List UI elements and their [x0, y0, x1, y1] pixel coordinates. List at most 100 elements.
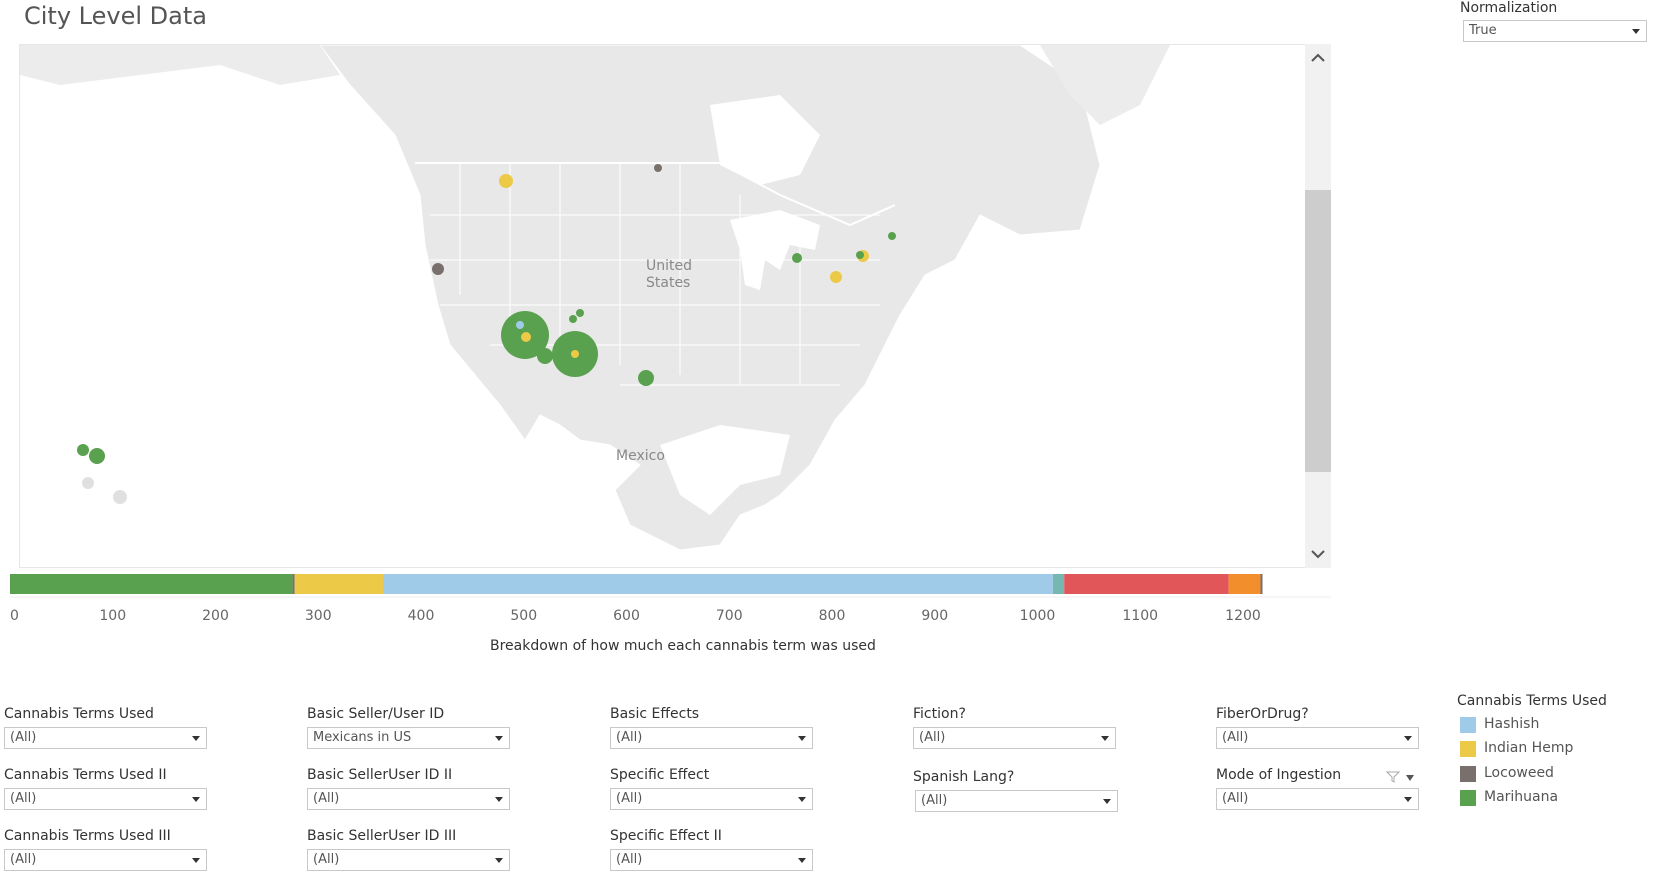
- chevron-down-icon: [798, 797, 806, 802]
- filter-value: (All): [616, 852, 643, 867]
- bar-segment[interactable]: [294, 574, 383, 594]
- filter-basic-effects[interactable]: (All): [610, 727, 813, 749]
- map-mark[interactable]: [569, 315, 577, 323]
- chevron-up-icon[interactable]: [1305, 48, 1331, 68]
- normalization-value: True: [1469, 23, 1497, 38]
- legend-label: Marihuana: [1484, 789, 1559, 805]
- filter-label-basic-selleruser-id-iii: Basic SellerUser ID III: [307, 828, 457, 844]
- legend-swatch: [1460, 741, 1476, 757]
- filter-label-basic-selleruser-id-ii: Basic SellerUser ID II: [307, 767, 453, 783]
- chevron-down-icon: [1632, 29, 1640, 34]
- filter-funnel-icon[interactable]: [1386, 771, 1400, 783]
- chevron-down-icon: [1103, 799, 1111, 804]
- filter-value: (All): [1222, 730, 1249, 745]
- filter-label-basic-effects: Basic Effects: [610, 706, 700, 722]
- bar-segment[interactable]: [1260, 574, 1263, 594]
- bar-segment[interactable]: [292, 574, 295, 594]
- legend-label: Hashish: [1484, 716, 1540, 732]
- map-mark[interactable]: [792, 253, 802, 263]
- great-lakes: [730, 210, 820, 290]
- filter-cannabis-terms-used[interactable]: (All): [4, 727, 207, 749]
- filter-specific-effect-ii[interactable]: (All): [610, 849, 813, 871]
- tick-label: 0: [10, 608, 19, 624]
- tick-label: 700: [716, 608, 743, 624]
- normalization-select[interactable]: True: [1463, 20, 1647, 42]
- filter-fiction[interactable]: (All): [913, 727, 1116, 749]
- map-scrollbar[interactable]: [1305, 44, 1331, 568]
- city-map[interactable]: United States Mexico: [19, 44, 1331, 568]
- chevron-down-icon[interactable]: [1305, 544, 1331, 564]
- legend-swatch: [1460, 766, 1476, 782]
- bar-segment[interactable]: [382, 574, 1053, 594]
- map-mark[interactable]: [521, 332, 531, 342]
- filter-fiber-or-drug[interactable]: (All): [1216, 727, 1419, 749]
- filter-label-basic-seller-user-id: Basic Seller/User ID: [307, 706, 445, 722]
- filter-label-specific-effect: Specific Effect: [610, 767, 710, 783]
- bar-segment[interactable]: [1052, 574, 1065, 594]
- filter-value: (All): [10, 730, 37, 745]
- alaska-landmass: [20, 45, 340, 85]
- stacked-bar-chart[interactable]: 0 100 200 300 400 500 600 700 800 900 1000 1100 1200: [0, 574, 1331, 636]
- greenland-landmass: [1040, 45, 1170, 125]
- map-marks[interactable]: [77, 164, 896, 464]
- filter-mode-of-ingestion[interactable]: (All): [1216, 788, 1419, 810]
- map-mark[interactable]: [516, 321, 524, 329]
- chevron-down-icon: [798, 736, 806, 741]
- map-mark[interactable]: [888, 232, 896, 240]
- tick-label: 500: [510, 608, 537, 624]
- map-mark[interactable]: [571, 350, 579, 358]
- filter-value: (All): [616, 730, 643, 745]
- gulf-of-mexico: [660, 425, 790, 515]
- filter-specific-effect[interactable]: (All): [610, 788, 813, 810]
- chevron-down-icon: [1101, 736, 1109, 741]
- legend-label: Indian Hemp: [1484, 740, 1574, 756]
- filter-value: (All): [1222, 791, 1249, 806]
- map-mark[interactable]: [77, 444, 89, 456]
- chevron-down-icon: [1404, 797, 1412, 802]
- axis-title: Breakdown of how much each cannabis term…: [490, 638, 876, 654]
- map-mark[interactable]: [638, 370, 654, 386]
- map-mark[interactable]: [537, 348, 553, 364]
- map-mark[interactable]: [830, 271, 842, 283]
- normalization-label: Normalization: [1460, 0, 1558, 16]
- chevron-down-icon: [192, 797, 200, 802]
- filter-basic-selleruser-id-iii[interactable]: (All): [307, 849, 510, 871]
- scrollbar-thumb[interactable]: [1305, 190, 1331, 472]
- bar-segment[interactable]: [1228, 574, 1261, 594]
- filter-value: (All): [313, 852, 340, 867]
- filter-spanish-lang[interactable]: (All): [915, 790, 1118, 812]
- chevron-down-icon: [1404, 736, 1412, 741]
- map-mark[interactable]: [856, 251, 864, 259]
- tick-label: 1100: [1122, 608, 1158, 624]
- filter-cannabis-terms-used-iii[interactable]: (All): [4, 849, 207, 871]
- hawaii-island: [82, 477, 94, 489]
- hudson-bay: [710, 95, 820, 185]
- bar-segment[interactable]: [1064, 574, 1229, 594]
- filter-value: (All): [616, 791, 643, 806]
- filter-label-cannabis-terms-used-ii: Cannabis Terms Used II: [4, 767, 167, 783]
- bar-segments[interactable]: [10, 574, 1263, 594]
- map-label-mexico: Mexico: [616, 448, 665, 464]
- filter-label-specific-effect-ii: Specific Effect II: [610, 828, 722, 844]
- map-mark[interactable]: [576, 309, 584, 317]
- filter-menu-caret-icon[interactable]: [1405, 774, 1415, 782]
- filter-cannabis-terms-used-ii[interactable]: (All): [4, 788, 207, 810]
- tick-label: 100: [99, 608, 126, 624]
- chevron-down-icon: [495, 858, 503, 863]
- legend-title: Cannabis Terms Used: [1457, 693, 1607, 709]
- map-mark[interactable]: [89, 448, 105, 464]
- filter-value: (All): [313, 791, 340, 806]
- filter-basic-selleruser-id-ii[interactable]: (All): [307, 788, 510, 810]
- chevron-down-icon: [192, 736, 200, 741]
- map-mark[interactable]: [499, 174, 513, 188]
- map-canvas[interactable]: United States Mexico: [20, 45, 1306, 568]
- filter-label-spanish-lang: Spanish Lang?: [913, 769, 1015, 785]
- map-mark[interactable]: [432, 263, 444, 275]
- tick-label: 800: [819, 608, 846, 624]
- bar-segment[interactable]: [10, 574, 293, 594]
- map-label-united: United: [646, 258, 692, 274]
- chevron-down-icon: [192, 858, 200, 863]
- filter-basic-seller-user-id[interactable]: Mexicans in US: [307, 727, 510, 749]
- map-mark[interactable]: [654, 164, 662, 172]
- filter-label-fiber-or-drug: FiberOrDrug?: [1216, 706, 1309, 722]
